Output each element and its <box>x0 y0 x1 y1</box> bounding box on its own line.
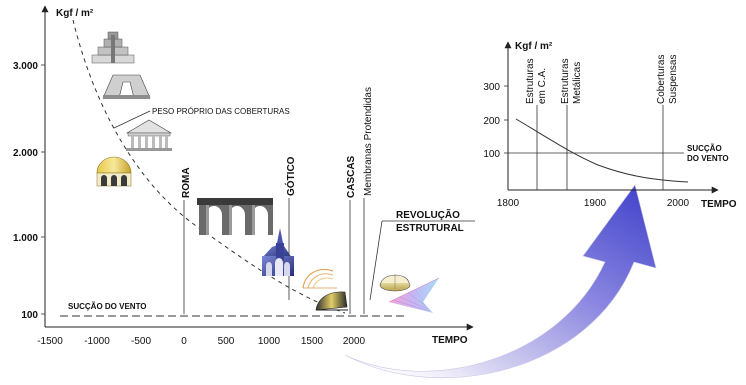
inset-y-tick-label: 100 <box>483 149 500 160</box>
inset-marker-label-ca-1: Estruturas <box>525 58 536 104</box>
inset-x-tick-label: 1900 <box>584 198 607 209</box>
shell-arches-icon <box>302 268 337 289</box>
main-x-axis-label: TEMPO <box>432 335 468 346</box>
main-y-ticks: 3.000 2.000 1.000 100 <box>13 61 45 321</box>
oval-shell-icon <box>379 274 411 292</box>
main-chart: Kgf / m² TEMPO 3.000 2.000 1.000 100 -15… <box>13 5 475 347</box>
inset-y-tick-label: 200 <box>483 116 500 127</box>
inset-y-tick-label: 300 <box>483 82 500 93</box>
revolucao-label: REVOLUÇÃO <box>396 208 460 221</box>
main-y-tick-label: 2.000 <box>13 148 38 159</box>
inset-marker-label-ca-2: em C.A. <box>537 68 548 104</box>
main-y-tick-label: 100 <box>21 310 38 321</box>
rising-arrow-icon <box>344 184 657 379</box>
peso-proprio-label: PESO PRÓPRIO DAS COBERTURAS <box>152 107 290 116</box>
main-x-tick-label: 1000 <box>258 336 281 347</box>
inset-chart: Kgf / m² TEMPO 300 200 100 1800 1900 200… <box>483 41 736 210</box>
inset-marker-label-metalicas-2: Metálicas <box>572 62 583 104</box>
main-x-tick-label: -500 <box>131 336 151 347</box>
main-suction-label: SUCÇÃO DO VENTO <box>68 302 147 311</box>
inset-y-axis-label: Kgf / m² <box>515 41 553 52</box>
greek-temple-icon <box>125 119 173 151</box>
main-x-ticks: -1500 -1000 -500 0 500 1000 1500 2000 <box>37 336 365 347</box>
stepped-pyramid-icon <box>91 31 135 64</box>
main-x-tick-label: 0 <box>181 336 187 347</box>
aqueduct-icon <box>197 198 273 235</box>
inset-suction-label-2: DO VENTO <box>687 154 729 163</box>
estrutural-label: ESTRUTURAL <box>396 223 464 234</box>
inset-marker-label-metalicas-1: Estruturas <box>560 58 571 104</box>
main-x-tick-label: 500 <box>218 336 235 347</box>
inset-x-axis-label: TEMPO <box>701 199 737 210</box>
inset-series-peso <box>515 118 689 183</box>
inset-marker-label-suspensas-1: Coberturas <box>656 55 667 104</box>
gothic-church-icon <box>262 228 294 276</box>
main-y-tick-label: 3.000 <box>13 61 38 72</box>
inset-x-tick-label: 2000 <box>667 198 690 209</box>
membrane-icon <box>388 277 440 313</box>
revolucao-leader <box>369 220 383 301</box>
main-x-tick-label: -1000 <box>84 336 110 347</box>
inset-marker-label-suspensas-2: Suspensas <box>668 55 679 104</box>
main-x-tick-label: -1500 <box>37 336 63 347</box>
main-x-tick-label: 2000 <box>343 336 366 347</box>
shell-vault-icon <box>315 291 348 311</box>
trapezoid-temple-icon <box>102 74 151 99</box>
marker-label-cascas: CASCAS <box>346 155 357 198</box>
main-y-axis-label: Kgf / m² <box>56 8 94 19</box>
peso-proprio-leader <box>113 110 151 129</box>
inset-x-tick-label: 1800 <box>497 198 520 209</box>
inset-suction-label-1: SUCÇÃO <box>687 144 722 153</box>
main-y-tick-label: 1.000 <box>13 233 38 244</box>
main-x-tick-label: 1500 <box>301 336 324 347</box>
main-series-peso-proprio <box>72 19 346 314</box>
dome-icon <box>96 156 132 187</box>
marker-label-gotico: GÓTICO <box>284 156 297 196</box>
marker-label-roma: ROMA <box>181 167 192 198</box>
marker-label-membranas: Membranas Protendidas <box>363 87 374 196</box>
